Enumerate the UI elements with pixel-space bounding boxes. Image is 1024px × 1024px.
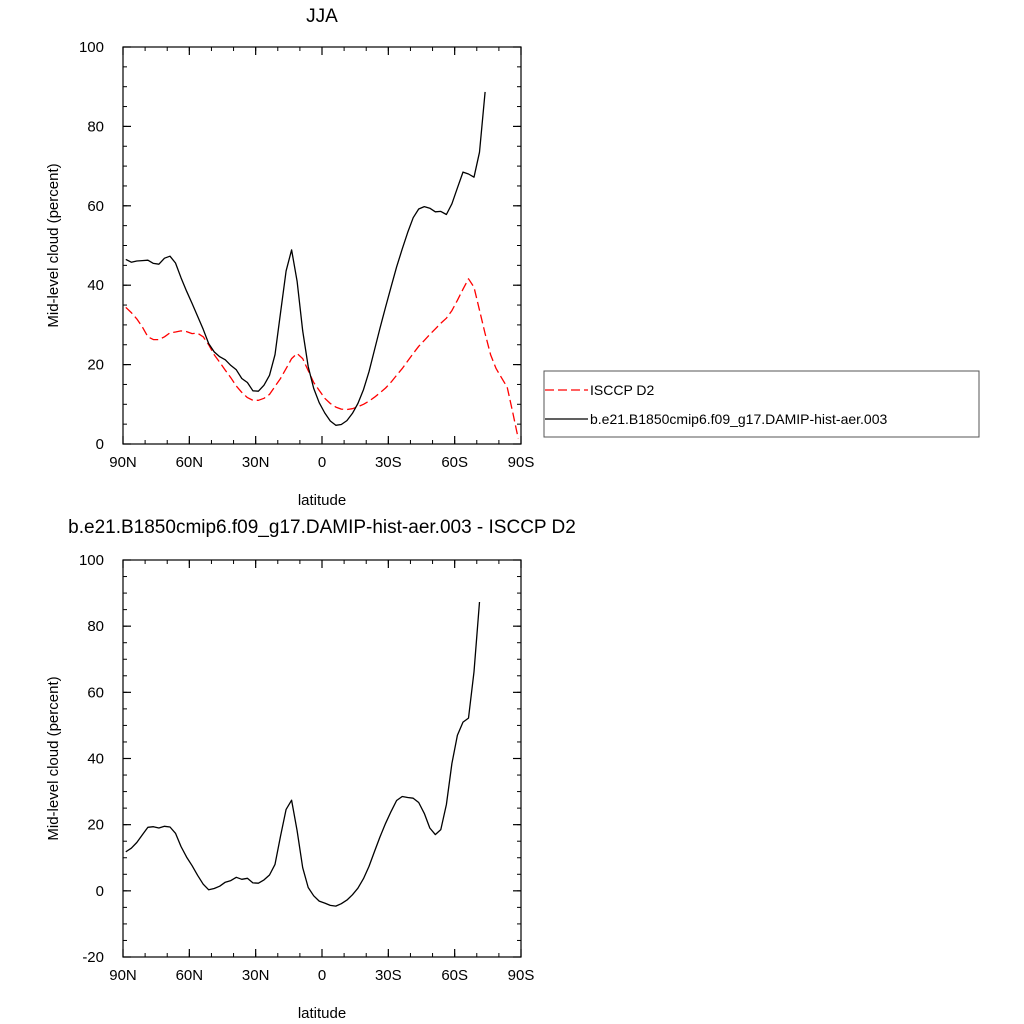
- y-tick-label: 100: [79, 39, 104, 56]
- legend-label-1: ISCCP D2: [590, 382, 655, 398]
- x-tick-label: 90S: [508, 454, 535, 471]
- y-tick-label: 40: [87, 277, 104, 294]
- y-tick-label: 20: [87, 817, 104, 834]
- chart-2: b.e21.B1850cmip6.f09_g17.DAMIP-hist-aer.…: [45, 517, 576, 1022]
- y-tick-label: 60: [87, 684, 104, 701]
- x-tick-label: 60S: [441, 454, 468, 471]
- x-tick-label: 0: [318, 967, 326, 984]
- y-tick-label: 0: [96, 436, 104, 453]
- x-tick-label: 90N: [109, 967, 137, 984]
- series-line-2: [125, 91, 486, 426]
- x-tick-label: 60S: [441, 967, 468, 984]
- chart-title: b.e21.B1850cmip6.f09_g17.DAMIP-hist-aer.…: [68, 517, 576, 538]
- series-line-1: [125, 278, 519, 439]
- x-tick-label: 90S: [508, 967, 535, 984]
- y-tick-label: 60: [87, 198, 104, 215]
- x-axis-label: latitude: [298, 492, 346, 509]
- y-axis-label: Mid-level cloud (percent): [45, 163, 62, 327]
- plot-frame: [122, 559, 522, 958]
- x-tick-label: 30S: [375, 454, 402, 471]
- y-tick-label: 80: [87, 118, 104, 135]
- x-tick-label: 60N: [176, 454, 204, 471]
- chart-1: JJA 90N 60N 30N 0 30S 60S 90S 0 20 40 60 80 100 latitu…: [45, 6, 980, 509]
- series-line-1: [125, 601, 481, 907]
- legend-label-2: b.e21.B1850cmip6.f09_g17.DAMIP-hist-aer.…: [590, 411, 888, 427]
- legend: ISCCP D2 b.e21.B1850cmip6.f09_g17.DAMIP-h…: [543, 370, 980, 438]
- x-tick-label: 60N: [176, 967, 204, 984]
- y-tick-label: -20: [82, 949, 104, 966]
- y-tick-label: 100: [79, 552, 104, 569]
- x-tick-label: 30N: [242, 967, 270, 984]
- y-tick-label: 80: [87, 618, 104, 635]
- y-tick-label: 40: [87, 751, 104, 768]
- x-tick-label: 0: [318, 454, 326, 471]
- chart-title: JJA: [306, 6, 338, 27]
- y-tick-label: 20: [87, 357, 104, 374]
- x-axis-label: latitude: [298, 1005, 346, 1022]
- y-axis-label: Mid-level cloud (percent): [45, 676, 62, 840]
- y-tick-label: 0: [96, 883, 104, 900]
- plot-frame: [122, 46, 522, 445]
- x-tick-label: 90N: [109, 454, 137, 471]
- x-tick-label: 30N: [242, 454, 270, 471]
- legend-box: [543, 370, 980, 438]
- x-tick-label: 30S: [375, 967, 402, 984]
